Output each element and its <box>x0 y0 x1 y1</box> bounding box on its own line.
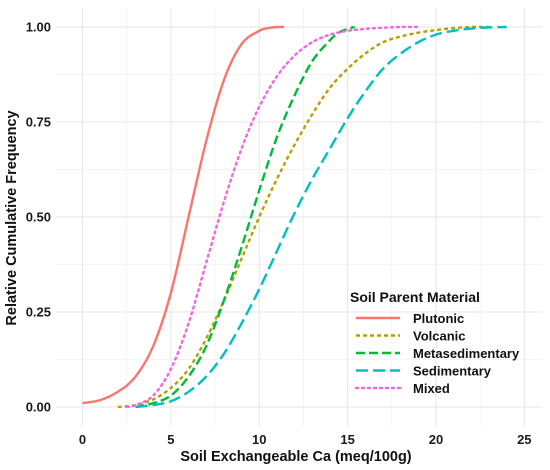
series-line-metasedimentary <box>135 25 355 409</box>
y-tick-label: 1.00 <box>26 20 51 35</box>
y-tick-label: 0.75 <box>26 115 51 130</box>
x-axis-title: Soil Exchangeable Ca (meq/100g) <box>180 449 411 465</box>
x-tick-label: 20 <box>429 432 443 447</box>
series-line-volcanic <box>117 25 489 409</box>
legend-title: Soil Parent Material <box>350 289 480 305</box>
y-tick-label: 0.50 <box>26 210 51 225</box>
x-axis: 0 5 10 15 20 25 <box>79 432 532 447</box>
y-axis: 0.00 0.25 0.50 0.75 1.00 <box>26 20 51 415</box>
series-lines <box>82 25 507 409</box>
x-tick-label: 5 <box>167 432 174 447</box>
legend-label-volcanic: Volcanic <box>413 329 466 344</box>
x-tick-label: 15 <box>340 432 354 447</box>
x-tick-label: 25 <box>517 432 531 447</box>
series-line-mixed <box>125 25 420 409</box>
x-tick-label: 10 <box>252 432 266 447</box>
series-line-plutonic <box>82 25 284 405</box>
y-axis-title: Relative Cumulative Frequency <box>4 110 20 325</box>
y-tick-label: 0.00 <box>26 400 51 415</box>
legend-label-metasedimentary: Metasedimentary <box>413 346 520 361</box>
x-tick-label: 0 <box>79 432 86 447</box>
legend-label-plutonic: Plutonic <box>413 311 464 326</box>
legend-label-mixed: Mixed <box>413 381 450 396</box>
legend: Soil Parent Material Plutonic Volcanic Met… <box>350 289 520 396</box>
legend-items: Plutonic Volcanic Metasedimentary Sedimenta… <box>354 311 520 396</box>
y-tick-label: 0.25 <box>26 305 51 320</box>
legend-label-sedimentary: Sedimentary <box>413 364 492 379</box>
